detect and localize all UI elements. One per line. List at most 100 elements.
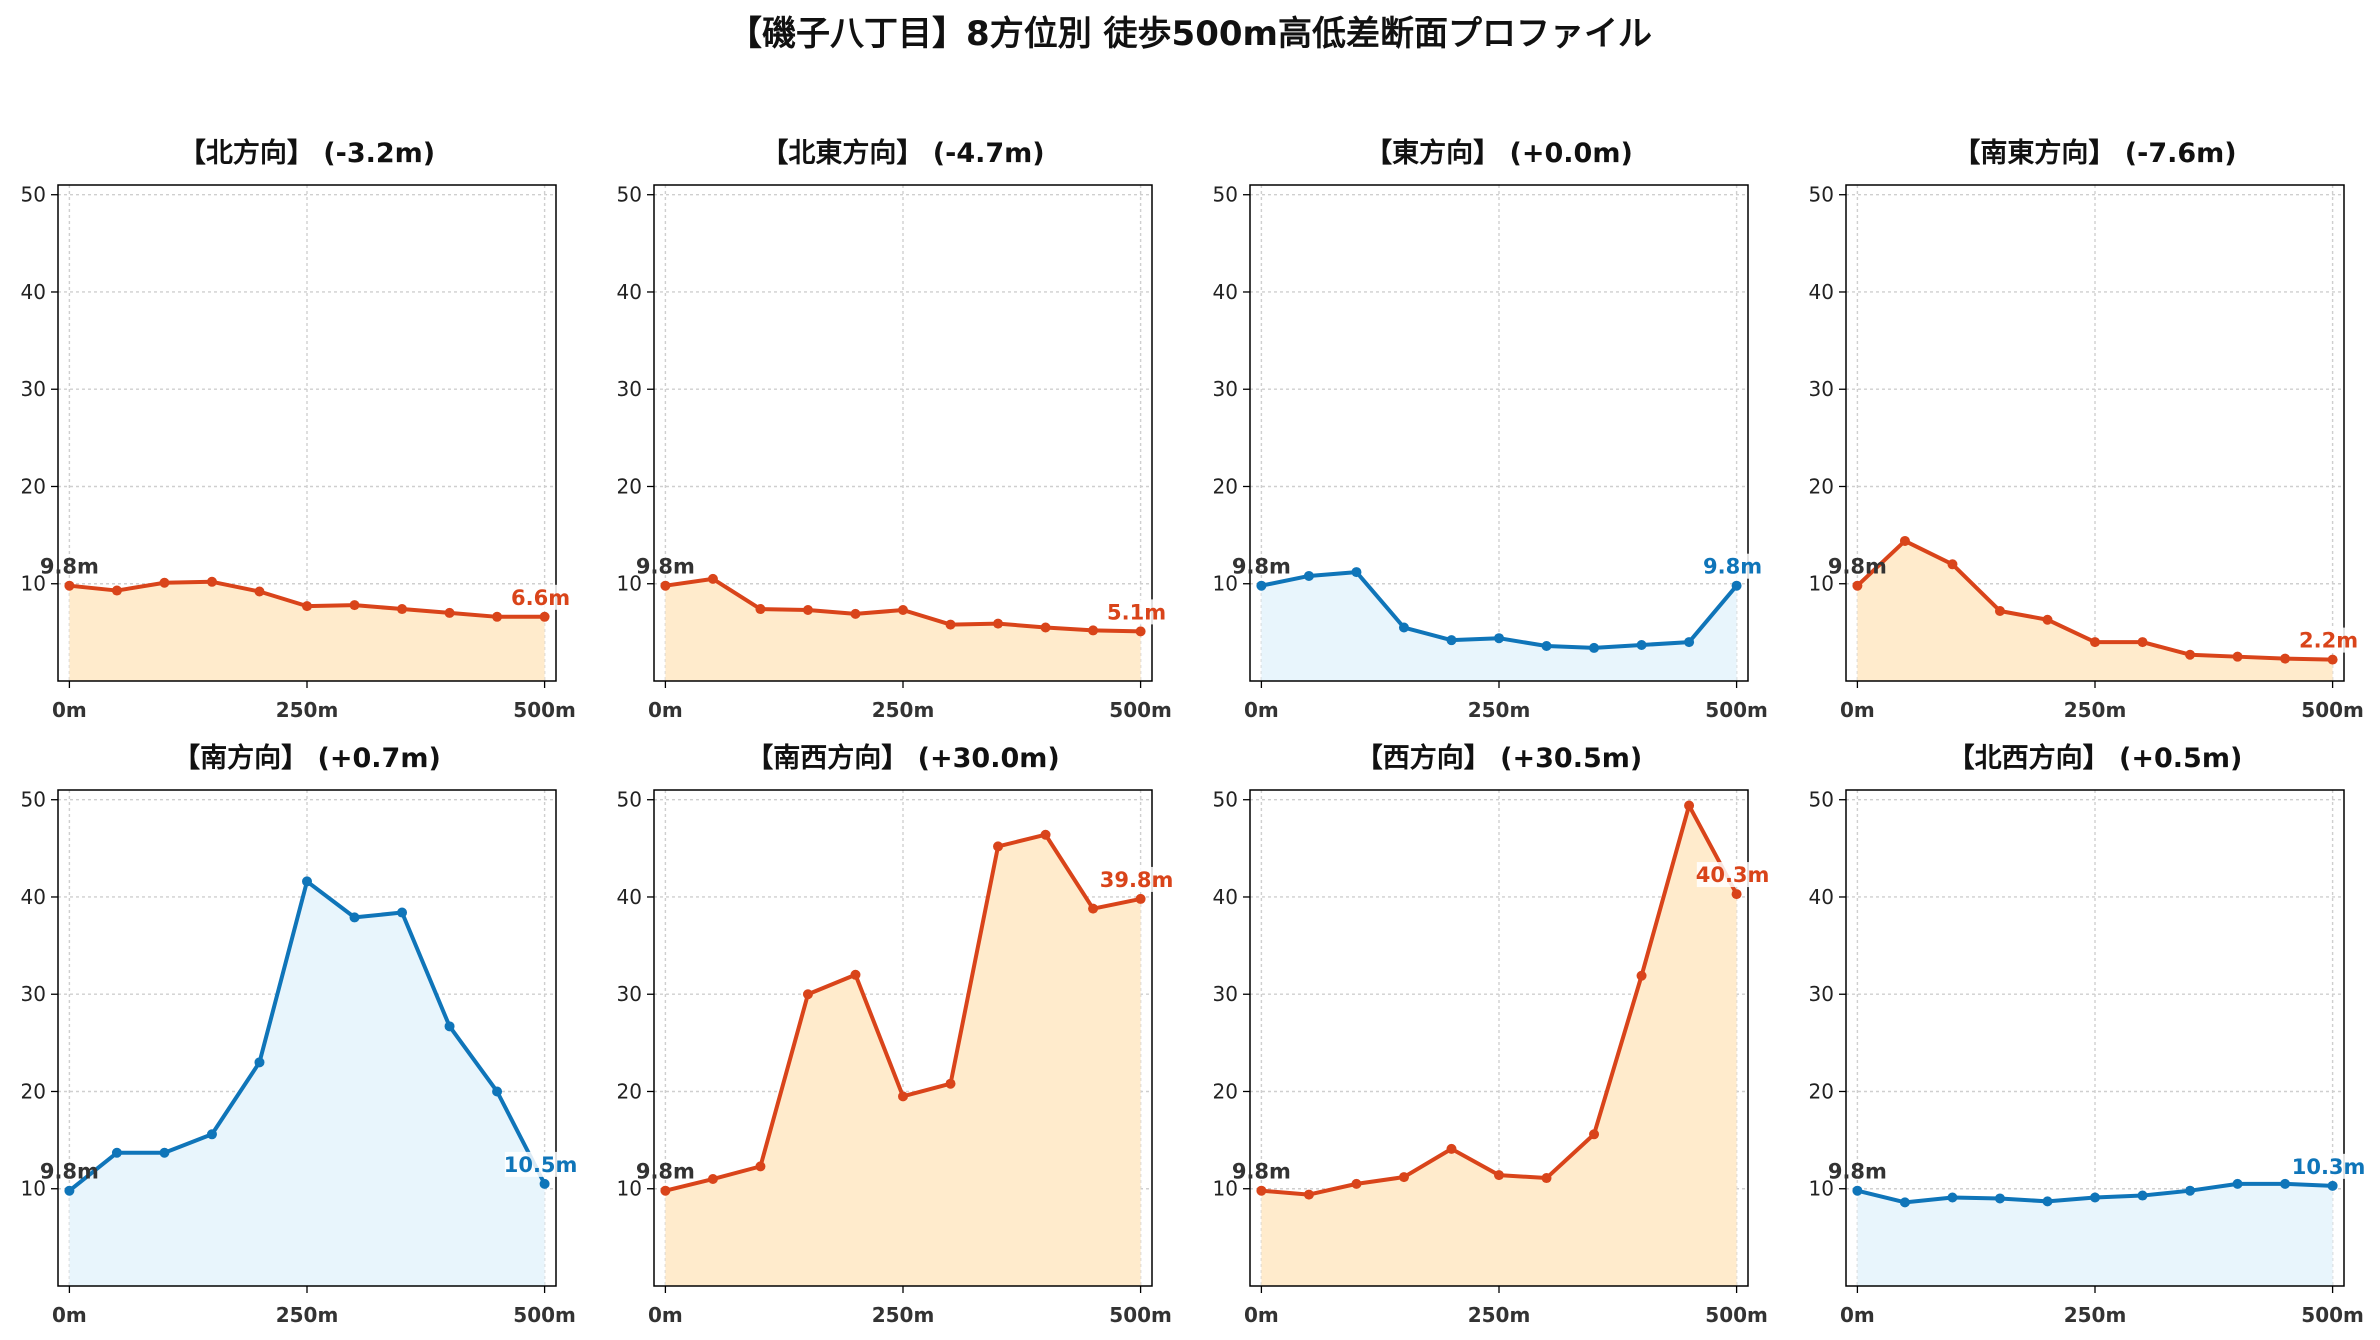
data-point [1398, 622, 1409, 633]
data-point [1994, 605, 2005, 616]
data-point [254, 1057, 265, 1068]
y-tick-label: 10 [1809, 572, 1834, 596]
x-tick-label: 0m [648, 1303, 683, 1327]
end-label-backdrop [2292, 1153, 2365, 1179]
data-point [1731, 889, 1742, 900]
data-point [1947, 559, 1958, 570]
data-point [1040, 622, 1051, 633]
y-tick-label: 10 [21, 1177, 46, 1201]
data-point [111, 585, 122, 596]
data-point [2185, 649, 2196, 660]
data-point [1541, 640, 1552, 651]
data-point [755, 604, 766, 615]
data-point [349, 600, 360, 611]
data-point [302, 601, 312, 612]
data-point [206, 1129, 217, 1140]
data-point [1088, 903, 1099, 914]
data-point [2232, 1178, 2243, 1189]
data-point [492, 611, 503, 622]
x-tick-label: 500m [2301, 1303, 2364, 1327]
data-point [1303, 570, 1314, 581]
panel-title: 【南東方向】 (-7.6m) [1953, 137, 2236, 169]
start-elevation-label: 9.8m [1232, 555, 1291, 579]
start-elevation-label: 9.8m [636, 1160, 695, 1184]
end-label-backdrop [2299, 627, 2358, 653]
x-tick-label: 0m [1244, 1303, 1279, 1327]
y-tick-label: 10 [617, 1177, 642, 1201]
data-point [1684, 800, 1695, 811]
panel-title: 【西方向】 (+30.5m) [1356, 742, 1642, 774]
y-tick-label: 50 [1213, 183, 1238, 207]
data-point [2280, 1178, 2291, 1189]
y-tick-label: 40 [21, 280, 46, 304]
data-point [1899, 1197, 1910, 1208]
data-point [64, 1185, 75, 1196]
data-point [159, 1147, 170, 1158]
figure-title: 【磯子八丁目】8方位別 徒歩500m高低差断面プロファイル [728, 14, 1652, 54]
data-point [2137, 637, 2148, 648]
data-point [898, 605, 908, 616]
y-tick-label: 50 [1213, 788, 1238, 812]
start-elevation-label: 9.8m [1828, 1160, 1887, 1184]
data-point [1256, 1185, 1267, 1196]
data-point [945, 619, 956, 630]
x-tick-label: 0m [1840, 698, 1875, 722]
y-tick-label: 30 [617, 982, 642, 1006]
data-point [397, 604, 408, 615]
panel-title: 【南方向】 (+0.7m) [173, 742, 441, 774]
data-point [850, 969, 861, 980]
x-tick-label: 500m [1109, 698, 1172, 722]
x-tick-label: 0m [648, 698, 683, 722]
y-tick-label: 30 [1809, 377, 1834, 401]
data-point [707, 573, 718, 584]
data-point [1494, 1170, 1504, 1181]
data-point [2042, 614, 2053, 625]
end-label-backdrop [1696, 862, 1769, 888]
y-tick-label: 40 [21, 885, 46, 909]
data-point [1852, 1185, 1863, 1196]
data-point [898, 1091, 908, 1102]
data-point [1684, 637, 1695, 648]
y-tick-label: 30 [21, 982, 46, 1006]
data-point [1947, 1192, 1958, 1203]
data-point [1446, 635, 1457, 646]
y-tick-label: 40 [617, 280, 642, 304]
y-tick-label: 30 [1809, 982, 1834, 1006]
y-tick-label: 30 [21, 377, 46, 401]
x-tick-label: 500m [513, 1303, 576, 1327]
end-elevation-label: 39.8m [1100, 868, 1174, 892]
data-point [2042, 1196, 2053, 1207]
panel-title: 【南西方向】 (+30.0m) [746, 742, 1059, 774]
data-point [1351, 567, 1362, 578]
data-point [993, 841, 1004, 852]
y-tick-label: 10 [1809, 1177, 1834, 1201]
y-tick-label: 10 [21, 572, 46, 596]
y-tick-label: 20 [21, 1079, 46, 1103]
data-point [206, 576, 217, 587]
data-point [444, 1021, 455, 1032]
end-elevation-label: 9.8m [1703, 555, 1762, 579]
data-point [1899, 535, 1910, 546]
data-point [2185, 1185, 2196, 1196]
panel-title: 【北方向】 (-3.2m) [179, 137, 435, 169]
data-point [2137, 1190, 2148, 1201]
x-tick-label: 250m [1468, 1303, 1531, 1327]
x-tick-label: 250m [2064, 698, 2127, 722]
end-label-backdrop [1100, 866, 1173, 892]
y-tick-label: 20 [1809, 1079, 1834, 1103]
data-point [1040, 829, 1051, 840]
y-tick-label: 30 [1213, 982, 1238, 1006]
elevation-area [665, 834, 1141, 1286]
data-point [802, 989, 813, 1000]
data-point [1088, 625, 1099, 636]
y-tick-label: 30 [617, 377, 642, 401]
data-point [993, 618, 1004, 629]
y-tick-label: 20 [1213, 474, 1238, 498]
data-point [2090, 1192, 2100, 1203]
